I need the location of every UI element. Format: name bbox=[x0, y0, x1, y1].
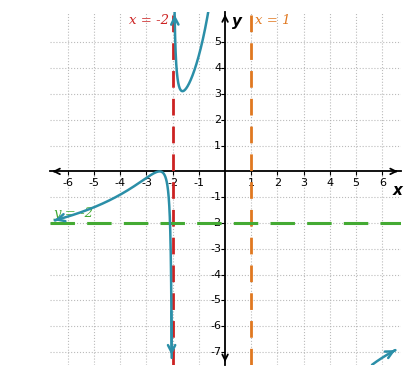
Text: x = -2: x = -2 bbox=[129, 14, 169, 27]
Text: 6: 6 bbox=[379, 178, 386, 188]
Text: -6: -6 bbox=[62, 178, 74, 188]
Text: 4: 4 bbox=[326, 178, 333, 188]
Text: -5: -5 bbox=[210, 295, 221, 305]
Text: 1: 1 bbox=[214, 141, 221, 151]
Text: -3: -3 bbox=[210, 244, 221, 254]
Text: 2: 2 bbox=[274, 178, 281, 188]
Text: 5: 5 bbox=[353, 178, 360, 188]
Text: -3: -3 bbox=[141, 178, 152, 188]
Text: y = -2: y = -2 bbox=[54, 207, 93, 220]
Text: -2: -2 bbox=[167, 178, 178, 188]
Text: -4: -4 bbox=[210, 270, 221, 280]
Text: 4: 4 bbox=[214, 63, 221, 73]
Text: -4: -4 bbox=[115, 178, 126, 188]
Text: -7: -7 bbox=[210, 347, 221, 357]
Text: -1: -1 bbox=[193, 178, 204, 188]
Text: y: y bbox=[232, 14, 242, 29]
Text: -2: -2 bbox=[210, 218, 221, 228]
Text: -1: -1 bbox=[210, 192, 221, 202]
Text: 3: 3 bbox=[300, 178, 307, 188]
Text: 1: 1 bbox=[248, 178, 255, 188]
Text: 2: 2 bbox=[214, 115, 221, 125]
Text: -5: -5 bbox=[89, 178, 100, 188]
Text: 3: 3 bbox=[214, 89, 221, 99]
Text: x: x bbox=[393, 183, 403, 198]
Text: x = 1: x = 1 bbox=[255, 14, 291, 27]
Text: 5: 5 bbox=[214, 38, 221, 48]
Text: -6: -6 bbox=[210, 321, 221, 331]
